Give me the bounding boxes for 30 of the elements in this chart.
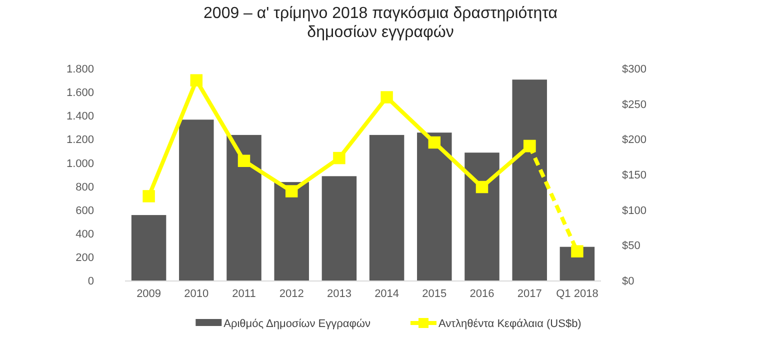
x-tick-label: 2010 <box>184 288 209 300</box>
y-tick-label: 1.800 <box>66 64 94 76</box>
x-tick-label: 2017 <box>517 288 542 300</box>
y-tick-label: 400 <box>76 228 94 240</box>
y-tick-label: 0 <box>88 276 94 288</box>
legend-label: Αντληθέντα Κεφάλαια (US$b) <box>438 318 582 330</box>
x-tick-label: 2014 <box>374 288 400 300</box>
chart-title: 2009 – α' τρίμηνο 2018 παγκόσμια δραστηριότητα δημοσίων εγγραφών <box>204 5 558 41</box>
x-tick-label: 2013 <box>326 288 352 300</box>
y-tick-label: 200 <box>76 252 94 264</box>
x-tick-label: 2012 <box>279 288 304 300</box>
y2-tick-label: $50 <box>622 240 640 252</box>
x-tick-label: 2011 <box>232 288 256 300</box>
y-tick-label: 800 <box>76 181 94 194</box>
y2-tick-label: $100 <box>622 204 646 217</box>
y-tick-label: 600 <box>76 204 94 217</box>
y2-tick-label: $250 <box>622 98 646 111</box>
x-tick-label: 2016 <box>470 288 494 300</box>
legend-label: Αριθμός Δημοσίων Εγγραφών <box>224 318 371 330</box>
x-tick-label: 2009 <box>136 288 162 300</box>
y-tick-label: 1.400 <box>66 110 94 123</box>
y-tick-label: 1.200 <box>66 134 94 146</box>
y2-tick-label: $0 <box>622 276 634 288</box>
y2-tick-label: $200 <box>622 134 646 146</box>
y2-tick-label: $150 <box>622 170 646 182</box>
y-tick-label: 1.000 <box>66 158 94 170</box>
y-tick-label: 1.600 <box>66 87 94 100</box>
x-tick-label: 2015 <box>422 288 447 300</box>
y2-tick-label: $300 <box>622 64 646 76</box>
x-tick-label: Q1 2018 <box>556 288 598 300</box>
